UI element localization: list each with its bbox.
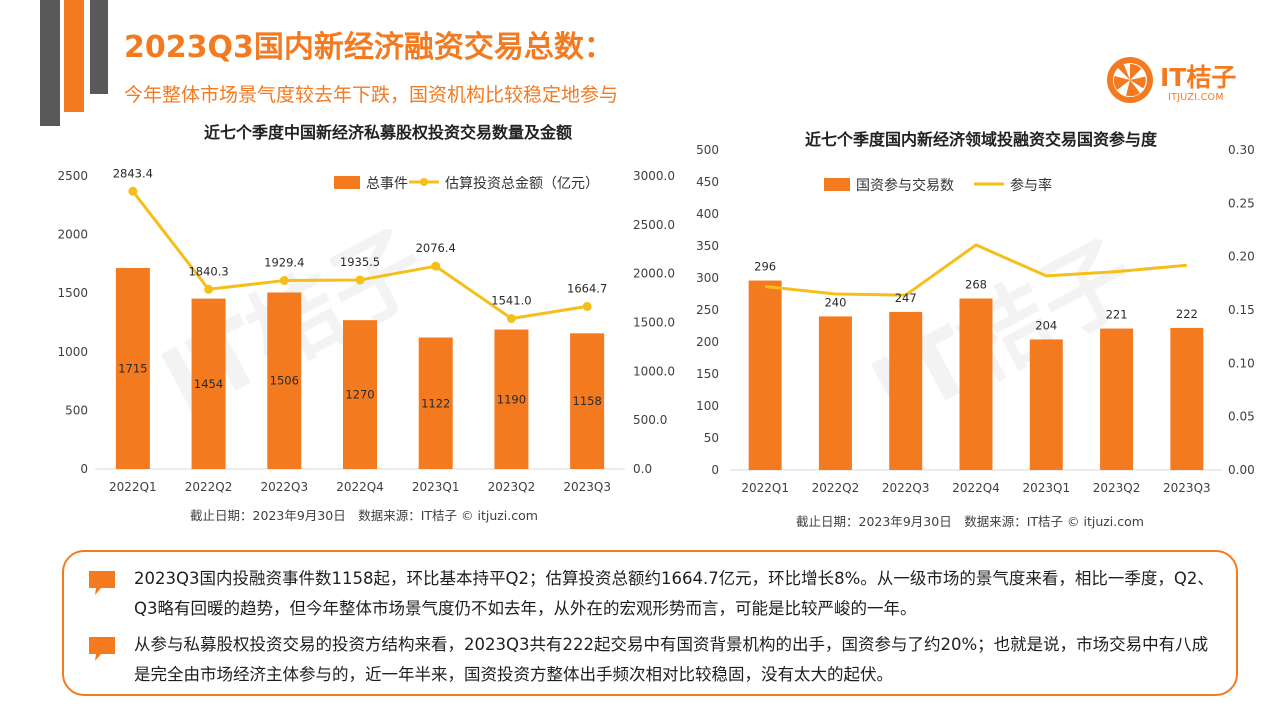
chart1-legend-bar-label: 总事件 <box>366 176 408 192</box>
note-item: 2023Q3国内投融资事件数1158起，环比基本持平Q2；估算投资总额约1664… <box>88 564 1222 624</box>
chart2-y-left-tick: 250 <box>696 303 719 317</box>
chart2-x-tick-label: 2023Q2 <box>1093 481 1141 495</box>
chart1-line-point <box>431 261 441 271</box>
chart1-x-tick-label: 2023Q1 <box>412 480 460 494</box>
chart2-bar-value-label: 240 <box>824 295 846 309</box>
chart1-y-left-tick: 1000 <box>57 345 88 359</box>
chart2-y-left-tick: 450 <box>696 175 719 189</box>
chart1-line-value-label: 1541.0 <box>491 293 531 307</box>
chart1-bar <box>494 329 529 469</box>
chart1-y-right-tick: 2000.0 <box>633 267 675 281</box>
chart1-line-point <box>582 301 592 311</box>
chart1-y-left-tick: 2500 <box>57 169 88 183</box>
orange-slice-icon <box>1107 57 1153 103</box>
note-item: 从参与私募股权投资交易的投资方结构来看，2023Q3共有222起交易中有国资背景… <box>88 630 1222 690</box>
chart1-bar <box>570 333 605 469</box>
decor-bar-gray-2 <box>90 0 108 94</box>
chart2-y-left-tick: 350 <box>696 239 719 253</box>
chart1-x-tick-label: 2023Q3 <box>563 480 611 494</box>
chart1-bar-value-label: 1122 <box>421 396 450 410</box>
chart1-line-point <box>128 186 138 196</box>
chart1-legend-line-marker <box>420 178 428 186</box>
chart2-y-right-tick: 0.20 <box>1228 250 1255 264</box>
chart2-x-tick-label: 2022Q4 <box>952 481 1000 495</box>
chart2-y-right-tick: 0.30 <box>1228 143 1255 157</box>
chart1-bar <box>115 268 150 469</box>
chart1-legend-line-label: 估算投资总金额（亿元） <box>445 176 599 192</box>
chart2-y-left-tick: 150 <box>696 367 719 381</box>
logo-url: ITJUZI.COM <box>1168 92 1224 103</box>
chart1-x-tick-label: 2023Q2 <box>488 480 536 494</box>
note-text-1: 2023Q3国内投融资事件数1158起，环比基本持平Q2；估算投资总额约1664… <box>134 569 1214 618</box>
chart1-y-left-tick: 2000 <box>57 228 88 242</box>
watermark-right: IT桔子 <box>845 202 1156 451</box>
chart2-y-left-tick: 100 <box>696 399 719 413</box>
chart2-bar-value-label: 222 <box>1176 307 1198 321</box>
note-text-2: 从参与私募股权投资交易的投资方结构来看，2023Q3共有222起交易中有国资背景… <box>134 635 1209 684</box>
chart2-y-right-tick: 0.15 <box>1228 303 1255 317</box>
chart1-x-tick-label: 2022Q4 <box>336 480 384 494</box>
chart2-y-left-tick: 500 <box>696 143 719 157</box>
chart1-y-right-tick: 1000.0 <box>633 364 675 378</box>
chart2-x-tick-label: 2023Q3 <box>1163 481 1211 495</box>
chart1-source-note: 截止日期：2023年9月30日 数据来源：IT桔子 © itjuzi.com <box>190 508 538 523</box>
chart2-bar <box>1100 328 1134 470</box>
chart1-y-right-tick: 1500.0 <box>633 316 675 330</box>
decor-bar-gray-1 <box>40 0 60 126</box>
logo-text: IT桔子 <box>1160 63 1237 92</box>
chart2-title: 近七个季度国内新经济领域投融资交易国资参与度 <box>805 130 1158 149</box>
chart1-x-tick-label: 2022Q2 <box>185 480 233 494</box>
chart1-line-value-label: 1664.7 <box>567 281 607 295</box>
speech-bubble-icon <box>89 571 115 595</box>
chart1-y-left-tick: 500 <box>65 403 88 417</box>
chart2-y-left-tick: 200 <box>696 335 719 349</box>
chart2-x-tick-label: 2022Q1 <box>741 481 789 495</box>
chart2-y-right-tick: 0.05 <box>1228 410 1255 424</box>
chart2-bar <box>1170 327 1204 470</box>
chart2-legend-line-label: 参与率 <box>1010 177 1052 194</box>
chart1-legend-bar-swatch <box>334 176 360 189</box>
chart1-line-value-label: 2843.4 <box>113 166 153 180</box>
chart1-x-tick-label: 2022Q3 <box>260 480 308 494</box>
chart1-bar <box>418 337 453 469</box>
chart2-x-tick-label: 2023Q1 <box>1022 481 1070 495</box>
chart2-y-left-tick: 400 <box>696 207 719 221</box>
chart2-y-right-tick: 0.10 <box>1228 356 1255 370</box>
chart1-y-right-tick: 2500.0 <box>633 218 675 232</box>
chart2-source-note: 截止日期：2023年9月30日 数据来源：IT桔子 © itjuzi.com <box>796 514 1144 529</box>
chart2-y-right-tick: 0.00 <box>1228 463 1255 477</box>
chart2-y-left-tick: 50 <box>704 431 719 445</box>
chart2-bar <box>748 280 782 470</box>
chart2-y-right-tick: 0.25 <box>1228 196 1255 210</box>
chart1-title: 近七个季度中国新经济私募股权投资交易数量及金额 <box>204 123 572 142</box>
chart1-bar-value-label: 1190 <box>497 392 526 406</box>
chart1-bar-value-label: 1715 <box>118 362 147 376</box>
chart1-line-point <box>506 313 516 323</box>
notes-box: 2023Q3国内投融资事件数1158起，环比基本持平Q2；估算投资总额约1664… <box>62 550 1238 696</box>
chart2-bar <box>818 316 852 470</box>
speech-bubble-icon <box>89 637 115 661</box>
decor-bar-orange <box>64 0 84 112</box>
chart2-legend-bar-label: 国资参与交易数 <box>856 177 954 194</box>
chart1-line-value-label: 2076.4 <box>416 241 456 255</box>
chart2-bar-value-label: 296 <box>754 260 776 274</box>
page-subtitle: 今年整体市场景气度较去年下跌，国资机构比较稳定地参与 <box>124 84 619 106</box>
chart1-bar-value-label: 1158 <box>573 394 602 408</box>
page-title: 2023Q3国内新经济融资交易总数： <box>124 30 614 65</box>
chart2-y-left-tick: 300 <box>696 271 719 285</box>
watermark-left: IT桔子 <box>135 192 446 441</box>
chart1-y-right-tick: 3000.0 <box>633 169 675 183</box>
itjuzi-logo: IT桔子 ITJUZI.COM <box>1104 54 1254 106</box>
chart2-y-left-tick: 0 <box>711 463 719 477</box>
chart1-y-right-tick: 500.0 <box>633 413 667 427</box>
chart1-y-right-tick: 0.0 <box>633 462 652 476</box>
chart2-x-tick-label: 2022Q3 <box>882 481 930 495</box>
chart1-y-left-tick: 1500 <box>57 286 88 300</box>
chart1-y-left-tick: 0 <box>80 462 88 476</box>
chart2-x-tick-label: 2022Q2 <box>812 481 860 495</box>
chart1-x-tick-label: 2022Q1 <box>109 480 157 494</box>
chart2-legend-bar-swatch <box>824 178 850 191</box>
chart1-bar-value-label: 1270 <box>345 388 374 402</box>
